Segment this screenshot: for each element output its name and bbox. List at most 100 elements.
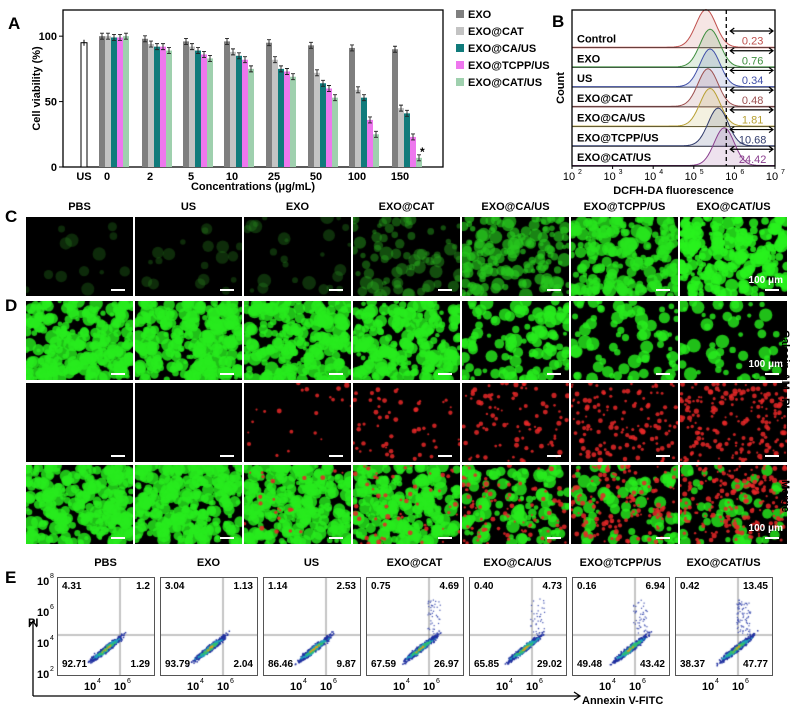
pi-image xyxy=(135,383,242,462)
scale-bar xyxy=(438,455,452,457)
micrograph xyxy=(135,465,242,544)
ros-image xyxy=(462,217,569,296)
bar xyxy=(284,71,290,167)
x-axis-label: Concentrations (μg/mL) xyxy=(191,181,315,193)
x-tick-label: 10 xyxy=(599,681,611,693)
calcein-image: 100 μm xyxy=(680,301,787,380)
gate-arrow xyxy=(729,47,774,55)
bar xyxy=(189,46,195,168)
y-tick-label: 50 xyxy=(45,97,57,109)
x-tick-label: 25 xyxy=(268,171,280,183)
y-tick-label: 100 xyxy=(39,31,57,43)
quadrant-percentage: 0.42 xyxy=(680,581,700,592)
scale-bar xyxy=(438,289,452,291)
y-tick-label: 0 xyxy=(51,162,57,174)
error-bar xyxy=(374,130,378,138)
gate-arrow xyxy=(729,145,774,153)
ros-image xyxy=(571,217,678,296)
scale-bar xyxy=(329,289,343,291)
micrograph xyxy=(571,217,678,296)
ros-image xyxy=(26,217,133,296)
bar xyxy=(416,157,422,167)
scale-bar xyxy=(765,373,779,375)
scale-bar xyxy=(547,289,561,291)
x-tick-label: 10 xyxy=(629,681,641,693)
ros-image xyxy=(353,217,460,296)
micrograph xyxy=(244,301,351,380)
bar xyxy=(160,46,166,168)
scale-bar xyxy=(547,373,561,375)
quadrant-percentage: 67.59 xyxy=(371,659,397,670)
bar xyxy=(398,108,404,167)
scale-bar xyxy=(111,289,125,291)
error-bar xyxy=(202,51,206,58)
calcein-image xyxy=(571,301,678,380)
x-tick-label: 10 xyxy=(84,681,96,693)
calcein-image xyxy=(135,301,242,380)
sample-label: EXO@CA/US xyxy=(577,113,645,125)
x-tick-label: 150 xyxy=(391,171,409,183)
pi-image xyxy=(244,383,351,462)
bar xyxy=(404,113,410,167)
pi-image xyxy=(462,383,569,462)
error-bar xyxy=(273,56,277,64)
x-tick-label: 5 xyxy=(188,171,194,183)
x-tick-label: 10 xyxy=(702,681,714,693)
scatter-density xyxy=(470,578,566,675)
scatter-density xyxy=(264,578,360,675)
column-header: EXO@CAT/US xyxy=(696,201,771,213)
x-tick-label: 10 xyxy=(725,171,737,183)
group-title: EXO@CAT/US xyxy=(686,557,761,569)
micrograph xyxy=(462,217,569,296)
flow-plot: 0.42 13.45 38.37 47.77 xyxy=(675,577,773,676)
bar xyxy=(166,50,172,167)
flow-plot: 0.40 4.73 65.85 29.02 xyxy=(469,577,567,676)
quadrant-percentage: 1.13 xyxy=(233,581,253,592)
y-tick-label: 10 xyxy=(37,607,49,619)
x-tick-label: 10 xyxy=(217,681,229,693)
histogram-curve xyxy=(571,8,776,49)
error-bar xyxy=(167,47,171,55)
scatter-density xyxy=(676,578,772,675)
bar xyxy=(99,36,105,167)
pi-image xyxy=(680,383,787,462)
flow-plot: 0.75 4.69 67.59 26.97 xyxy=(366,577,464,676)
error-bar xyxy=(350,44,354,52)
scale-bar xyxy=(547,455,561,457)
calcein-image xyxy=(353,301,460,380)
y-tick-exponent: 4 xyxy=(50,635,54,642)
quadrant-percentage: 47.77 xyxy=(742,659,768,670)
quadrant-percentage: 13.45 xyxy=(742,581,768,592)
error-bar xyxy=(237,52,241,60)
quadrant-percentage: 1.29 xyxy=(130,659,150,670)
scale-bar xyxy=(438,373,452,375)
scale-bar xyxy=(547,537,561,539)
x-tick-exponent: 6 xyxy=(127,678,131,685)
micrograph xyxy=(353,301,460,380)
sample-label: EXO@CAT/US xyxy=(577,152,651,164)
x-tick-exponent: 3 xyxy=(619,169,623,176)
group-title: EXO@TCPP/US xyxy=(579,557,662,569)
error-bar xyxy=(321,79,325,87)
error-bar xyxy=(161,43,165,51)
gate-percentage: 1.81 xyxy=(742,115,763,127)
x-tick-label: 10 xyxy=(685,171,697,183)
gate-arrow xyxy=(729,66,774,74)
bar xyxy=(117,37,123,167)
micrograph xyxy=(571,465,678,544)
gate-percentage: 0.76 xyxy=(742,55,763,67)
scale-bar xyxy=(111,537,125,539)
bar xyxy=(236,55,242,167)
error-bar xyxy=(196,47,200,55)
group-title: EXO@CAT xyxy=(386,557,443,569)
error-bar xyxy=(393,45,397,53)
error-bar xyxy=(267,39,271,47)
x-tick-label: 50 xyxy=(310,171,322,183)
bar xyxy=(314,72,320,167)
quadrant-percentage: 26.97 xyxy=(433,659,459,670)
error-bar xyxy=(333,94,337,102)
legend-swatch xyxy=(456,27,464,35)
error-bar xyxy=(249,65,253,73)
gate-arrow xyxy=(729,86,774,94)
